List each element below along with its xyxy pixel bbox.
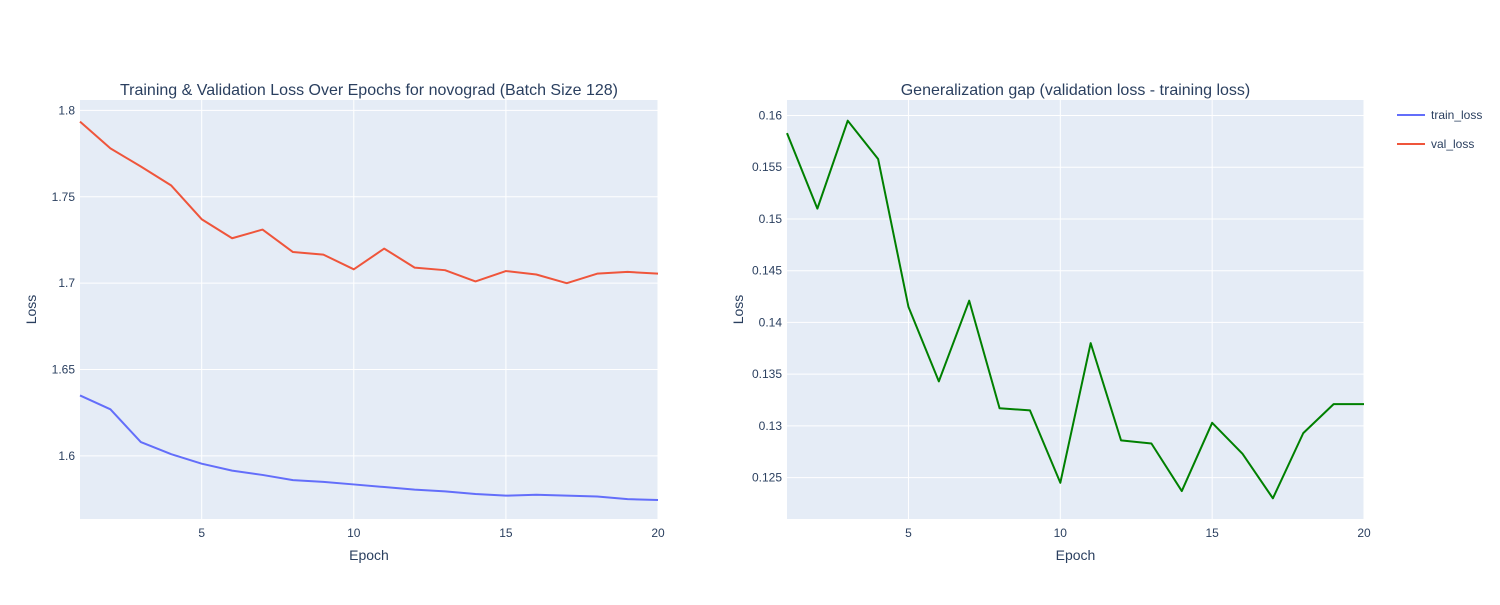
legend: train_loss val_loss	[1397, 108, 1482, 151]
y-axis-title: Loss	[23, 295, 39, 325]
chart-title: Generalization gap (validation loss - tr…	[901, 82, 1251, 99]
x-tick-label: 10	[347, 526, 361, 540]
legend-item-train-loss[interactable]: train_loss	[1397, 108, 1482, 122]
y-tick-label: 0.135	[752, 367, 782, 381]
y-tick-label: 0.155	[752, 160, 782, 174]
y-tick-label: 1.6	[58, 449, 75, 463]
x-tick-label: 20	[651, 526, 665, 540]
series-line-val-loss	[79, 120, 659, 285]
y-tick-label: 0.145	[752, 264, 782, 278]
y-tick-label: 1.8	[58, 103, 75, 117]
y-axis-title: Loss	[730, 295, 746, 325]
y-tick-label: 1.65	[52, 363, 76, 377]
x-tick-label: 5	[905, 526, 912, 540]
y-tick-label: 1.75	[52, 190, 76, 204]
legend-label: train_loss	[1431, 108, 1482, 122]
x-axis-title: Epoch	[1056, 547, 1096, 563]
x-tick-label: 15	[499, 526, 513, 540]
y-tick-label: 0.14	[759, 315, 783, 329]
x-axis-title: Epoch	[349, 547, 389, 563]
chart-panel-2: 5 10 15 20 0.125 0.13 0.135 0.14 0.145 0.15 0.155 0…	[730, 82, 1371, 563]
series-line-train-loss	[79, 394, 659, 501]
x-tick-label: 10	[1054, 526, 1068, 540]
legend-label: val_loss	[1431, 137, 1474, 151]
plot-area	[80, 100, 658, 519]
chart-title: Training & Validation Loss Over Epochs f…	[120, 82, 618, 99]
plot-area	[787, 100, 1364, 519]
series-line-series-1	[786, 119, 1364, 500]
legend-item-val-loss[interactable]: val_loss	[1397, 137, 1474, 151]
y-tick-label: 0.15	[759, 212, 783, 226]
chart-panel-1: 5 10 15 20 1.6 1.65 1.7 1.75 1.8 Training & Valid…	[23, 82, 665, 563]
x-tick-label: 20	[1357, 526, 1371, 540]
x-tick-label: 5	[198, 526, 205, 540]
x-tick-label: 15	[1205, 526, 1219, 540]
y-tick-label: 1.7	[58, 276, 75, 290]
y-tick-label: 0.16	[759, 109, 783, 123]
y-tick-label: 0.125	[752, 471, 782, 485]
y-tick-label: 0.13	[759, 419, 783, 433]
